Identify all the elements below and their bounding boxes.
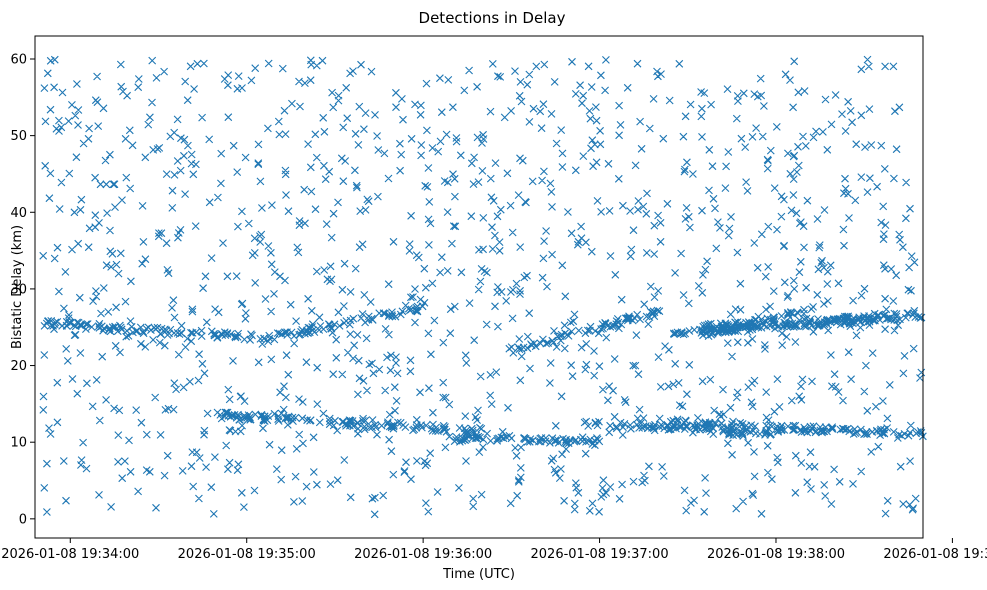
x-tick-label-3: 2026-01-08 19:37:00 (531, 547, 669, 562)
y-tick-label-4: 40 (10, 206, 27, 221)
x-tick-label-0: 2026-01-08 19:34:00 (1, 547, 139, 562)
x-tick-label-4: 2026-01-08 19:38:00 (707, 547, 845, 562)
y-tick-label-0: 0 (19, 512, 27, 527)
plot-frame (34, 35, 924, 539)
y-tick-label-6: 60 (10, 52, 27, 67)
x-tick-label-1: 2026-01-08 19:35:00 (178, 547, 316, 562)
detection-markers (39, 55, 927, 519)
chart-title: Detections in Delay (419, 9, 566, 27)
x-tick-label-5: 2026-01-08 19:39:00 (883, 547, 987, 562)
x-axis-label: Time (UTC) (442, 567, 515, 582)
y-tick-label-5: 50 (10, 129, 27, 144)
y-tick-label-1: 10 (10, 436, 27, 451)
y-axis-label: Bistatic Delay (km) (10, 225, 25, 349)
y-tick-label-3: 30 (10, 282, 27, 297)
x-tick-label-2: 2026-01-08 19:36:00 (354, 547, 492, 562)
data-points (39, 55, 927, 519)
x-axis-ticks: 2026-01-08 19:34:00 2026-01-08 19:35:00 20… (1, 538, 987, 562)
y-axis-ticks: 0 10 20 30 40 50 60 (10, 52, 35, 527)
y-tick-label-2: 20 (10, 359, 27, 374)
